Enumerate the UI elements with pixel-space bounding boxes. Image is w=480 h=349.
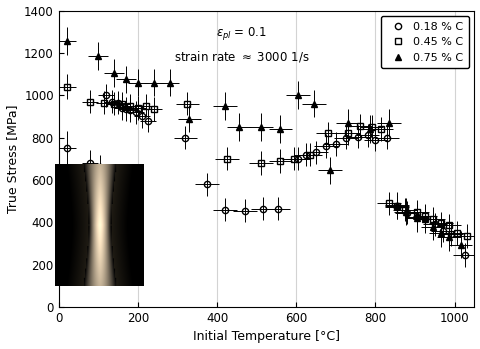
Y-axis label: True Stress [MPa]: True Stress [MPa] bbox=[6, 105, 19, 213]
Text: strain rate $\approx$ 3000 1/s: strain rate $\approx$ 3000 1/s bbox=[174, 49, 310, 64]
Text: $\varepsilon_{pl}$ = 0.1: $\varepsilon_{pl}$ = 0.1 bbox=[216, 25, 267, 42]
X-axis label: Initial Temperature [°C]: Initial Temperature [°C] bbox=[193, 331, 340, 343]
Legend: 0.18 % C, 0.45 % C, 0.75 % C: 0.18 % C, 0.45 % C, 0.75 % C bbox=[381, 16, 469, 68]
